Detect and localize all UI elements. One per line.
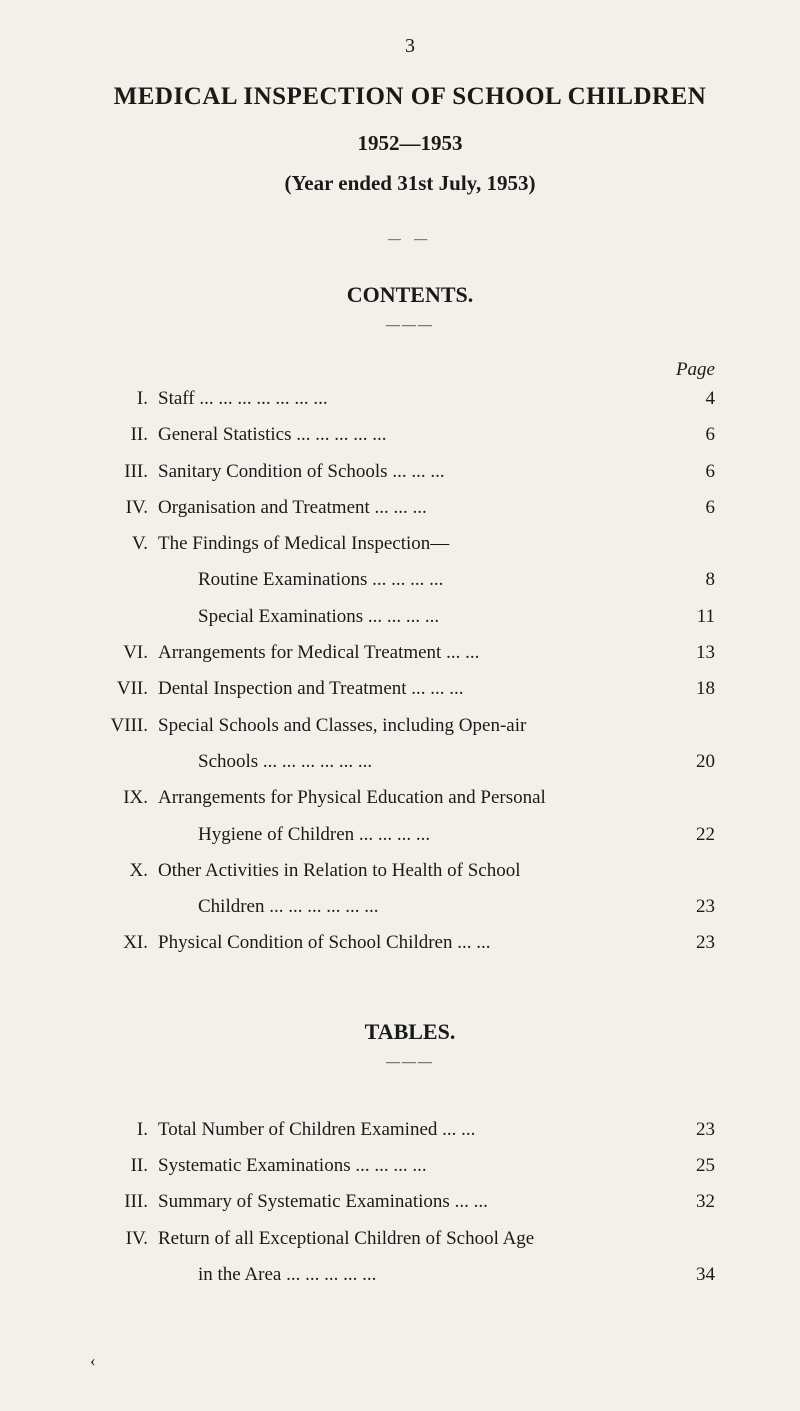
- toc-description: Other Activities in Relation to Health o…: [158, 855, 675, 887]
- toc-page-number: 32: [675, 1186, 730, 1218]
- toc-row: X.Other Activities in Relation to Health…: [90, 855, 730, 887]
- toc-row: I.Staff ... ... ... ... ... ... ...4: [90, 383, 730, 415]
- tables-heading: TABLES.: [90, 1019, 730, 1045]
- toc-row: IX.Arrangements for Physical Education a…: [90, 782, 730, 814]
- toc-row: Hygiene of Children ... ... ... ...22: [90, 819, 730, 851]
- toc-page-number: 18: [675, 673, 730, 705]
- toc-page-number: 4: [675, 383, 730, 415]
- toc-row: IV.Return of all Exceptional Children of…: [90, 1223, 730, 1255]
- toc-numeral: III.: [90, 1186, 158, 1218]
- toc-description: Staff ... ... ... ... ... ... ...: [158, 383, 675, 415]
- toc-numeral: III.: [90, 456, 158, 488]
- short-divider: ———: [90, 1055, 730, 1071]
- subtitle: (Year ended 31st July, 1953): [90, 171, 730, 196]
- toc-numeral: I.: [90, 1114, 158, 1146]
- document-title: MEDICAL INSPECTION OF SCHOOL CHILDREN: [90, 83, 730, 111]
- toc-row: II.Systematic Examinations ... ... ... .…: [90, 1150, 730, 1182]
- toc-description: Children ... ... ... ... ... ...: [158, 891, 675, 923]
- toc-numeral: IX.: [90, 782, 158, 814]
- toc-page-number: 6: [675, 419, 730, 451]
- toc-description: Special Examinations ... ... ... ...: [158, 601, 675, 633]
- toc-description: Organisation and Treatment ... ... ...: [158, 492, 675, 524]
- toc-numeral: VI.: [90, 637, 158, 669]
- toc-description: Hygiene of Children ... ... ... ...: [158, 819, 675, 851]
- toc-page-number: 25: [675, 1150, 730, 1182]
- toc-row: Schools ... ... ... ... ... ...20: [90, 746, 730, 778]
- short-divider: ———: [90, 318, 730, 334]
- toc-row: VIII.Special Schools and Classes, includ…: [90, 710, 730, 742]
- toc-numeral: VIII.: [90, 710, 158, 742]
- toc-row: VII.Dental Inspection and Treatment ... …: [90, 673, 730, 705]
- toc-page-number: 23: [675, 891, 730, 923]
- toc-page-number: 34: [675, 1259, 730, 1291]
- toc-description: Arrangements for Physical Education and …: [158, 782, 675, 814]
- year-range: 1952—1953: [90, 131, 730, 156]
- toc-row: in the Area ... ... ... ... ...34: [90, 1259, 730, 1291]
- horizontal-divider: — —: [90, 231, 730, 247]
- toc-page-number: 6: [675, 492, 730, 524]
- toc-description: The Findings of Medical Inspection—: [158, 528, 675, 560]
- toc-page-number: 6: [675, 456, 730, 488]
- toc-row: I.Total Number of Children Examined ... …: [90, 1114, 730, 1146]
- toc-description: Sanitary Condition of Schools ... ... ..…: [158, 456, 675, 488]
- toc-row: VI.Arrangements for Medical Treatment ..…: [90, 637, 730, 669]
- contents-heading: CONTENTS.: [90, 282, 730, 308]
- toc-numeral: II.: [90, 419, 158, 451]
- toc-numeral: XI.: [90, 927, 158, 959]
- toc-page-number: 23: [675, 1114, 730, 1146]
- toc-description: Schools ... ... ... ... ... ...: [158, 746, 675, 778]
- toc-page-number: 20: [675, 746, 730, 778]
- contents-list: I.Staff ... ... ... ... ... ... ...4 II.G…: [90, 383, 730, 960]
- toc-page-number: 13: [675, 637, 730, 669]
- toc-page-number: 23: [675, 927, 730, 959]
- page-number-top: 3: [90, 35, 730, 58]
- toc-description: Special Schools and Classes, including O…: [158, 710, 675, 742]
- tables-list: I.Total Number of Children Examined ... …: [90, 1114, 730, 1291]
- footer-mark: ‹: [90, 1351, 730, 1371]
- toc-row: Children ... ... ... ... ... ...23: [90, 891, 730, 923]
- toc-description: Summary of Systematic Examinations ... .…: [158, 1186, 675, 1218]
- toc-numeral: V.: [90, 528, 158, 560]
- toc-row: III.Sanitary Condition of Schools ... ..…: [90, 456, 730, 488]
- toc-row: II.General Statistics ... ... ... ... ..…: [90, 419, 730, 451]
- toc-row: Routine Examinations ... ... ... ...8: [90, 564, 730, 596]
- toc-page-number: 8: [675, 564, 730, 596]
- toc-row: Special Examinations ... ... ... ...11: [90, 601, 730, 633]
- page-column-label: Page: [90, 359, 730, 381]
- toc-numeral: I.: [90, 383, 158, 415]
- toc-row: XI.Physical Condition of School Children…: [90, 927, 730, 959]
- toc-description: in the Area ... ... ... ... ...: [158, 1259, 675, 1291]
- toc-row: III.Summary of Systematic Examinations .…: [90, 1186, 730, 1218]
- toc-page-number: 22: [675, 819, 730, 851]
- toc-description: Total Number of Children Examined ... ..…: [158, 1114, 675, 1146]
- toc-numeral: IV.: [90, 492, 158, 524]
- toc-description: General Statistics ... ... ... ... ...: [158, 419, 675, 451]
- toc-numeral: IV.: [90, 1223, 158, 1255]
- toc-description: Systematic Examinations ... ... ... ...: [158, 1150, 675, 1182]
- toc-description: Arrangements for Medical Treatment ... .…: [158, 637, 675, 669]
- toc-description: Physical Condition of School Children ..…: [158, 927, 675, 959]
- toc-numeral: II.: [90, 1150, 158, 1182]
- toc-page-number: 11: [675, 601, 730, 633]
- toc-row: IV.Organisation and Treatment ... ... ..…: [90, 492, 730, 524]
- toc-numeral: VII.: [90, 673, 158, 705]
- toc-description: Dental Inspection and Treatment ... ... …: [158, 673, 675, 705]
- toc-description: Return of all Exceptional Children of Sc…: [158, 1223, 675, 1255]
- toc-numeral: X.: [90, 855, 158, 887]
- toc-row: V.The Findings of Medical Inspection—: [90, 528, 730, 560]
- toc-description: Routine Examinations ... ... ... ...: [158, 564, 675, 596]
